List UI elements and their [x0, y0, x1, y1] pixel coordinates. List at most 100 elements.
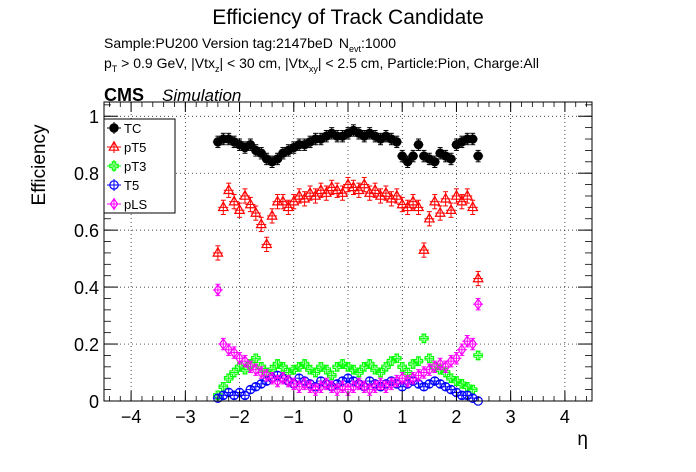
data-point-pt3: [240, 364, 250, 375]
data-point-pt5: [298, 192, 311, 203]
data-point-pt5: [331, 183, 343, 195]
data-point-pt5: [363, 186, 376, 197]
data-point-pt5: [407, 195, 419, 206]
data-point-pt5: [250, 206, 262, 217]
particle-charge-text: | < 2.5 cm, Particle:Pion, Charge:All: [318, 55, 539, 71]
data-point-pt3: [229, 367, 239, 378]
x-tick-label: 4: [560, 407, 570, 427]
data-point-pls: [462, 334, 472, 348]
data-point-pls: [473, 297, 483, 311]
data-point-pt5: [450, 189, 463, 200]
data-point-tc: [413, 140, 424, 150]
x-axis-label: η: [577, 429, 588, 450]
legend-label-tc: TC: [124, 121, 141, 136]
data-point-pt3: [413, 356, 424, 366]
data-point-pt5: [472, 272, 484, 283]
series-layer: [212, 124, 484, 406]
y-axis-label: Efficiency: [29, 124, 50, 205]
data-point-pls: [300, 377, 309, 391]
x-tick-label: −1: [284, 407, 305, 427]
data-point-tc: [430, 157, 440, 167]
data-point-pt5: [244, 198, 257, 209]
legend-label-pt3: pT3: [124, 159, 146, 174]
data-point-pt5: [369, 183, 381, 195]
data-point-pls: [224, 343, 234, 356]
data-point-pt5: [445, 203, 457, 215]
data-point-pt5: [320, 186, 333, 197]
y-tick-label: 0.6: [74, 221, 99, 241]
data-point-pt5: [439, 192, 452, 203]
data-point-pt3: [310, 367, 321, 378]
data-point-pt5: [260, 237, 273, 249]
data-point-pt5: [228, 195, 240, 206]
data-point-t5: [218, 390, 229, 401]
tick-layer: −4 −3 −2 −1 0 1 2 3 4 0 0.2 0.4 0.6 0.8 1: [74, 102, 592, 427]
data-point-pt3: [392, 353, 402, 364]
x-tick-label: −4: [121, 407, 142, 427]
data-point-pt3: [375, 367, 386, 378]
legend-marker-pls: [109, 197, 119, 211]
data-point-pt5: [266, 209, 278, 220]
data-point-pt3: [419, 333, 429, 344]
data-point-pt3: [473, 350, 483, 361]
data-point-pt5: [288, 195, 300, 206]
data-point-pt5: [401, 200, 414, 212]
y-tick-label: 0: [89, 392, 99, 412]
data-point-pls: [262, 369, 271, 382]
nevt-subscript: evt: [349, 44, 362, 54]
data-point-tc: [446, 154, 456, 164]
data-point-pls: [267, 371, 277, 385]
y-tick-label: 0.2: [74, 335, 99, 355]
data-point-pls: [354, 377, 364, 391]
sample-line: Sample:PU200 Version tag:2147beD Nevt:100…: [104, 35, 396, 54]
data-point-pt5: [326, 180, 338, 192]
data-point-pls: [235, 352, 244, 365]
vtxxy-subscript: xy: [309, 64, 319, 74]
data-point-pls: [468, 337, 478, 351]
data-point-pls: [213, 283, 223, 297]
data-point-pls: [256, 366, 266, 379]
data-point-pls: [251, 363, 261, 376]
data-point-pt5: [380, 186, 392, 197]
legend: TC pT5 pT3 T5 pLS: [103, 118, 176, 214]
pt-subscript: T: [112, 64, 118, 74]
data-point-pt5: [466, 200, 479, 212]
data-point-tc: [468, 134, 478, 144]
data-point-pt5: [347, 180, 360, 192]
data-point-pt5: [391, 189, 403, 200]
data-point-pt3: [402, 367, 413, 378]
data-point-t5: [440, 381, 451, 392]
data-point-pt5: [277, 195, 289, 206]
y-tick-label: 0.8: [74, 164, 99, 184]
simulation-label: Simulation: [162, 86, 241, 105]
x-tick-label: 1: [397, 407, 407, 427]
x-tick-label: 3: [506, 407, 516, 427]
data-point-t5: [424, 379, 435, 389]
x-tick-label: −2: [229, 407, 250, 427]
legend-label-pt5: pT5: [124, 140, 146, 155]
data-point-tc: [392, 137, 402, 147]
data-point-pt5: [396, 198, 408, 209]
data-point-pls: [457, 343, 467, 356]
data-point-pt3: [245, 359, 256, 369]
vtxz-subscript: z: [215, 64, 220, 74]
data-point-pt5: [315, 183, 327, 195]
data-point-pt5: [412, 200, 425, 212]
data-point-pt5: [233, 203, 246, 215]
data-point-t5: [467, 393, 478, 403]
data-point-pt5: [212, 246, 224, 257]
nevt-label: N: [339, 35, 349, 51]
data-point-pt5: [293, 189, 305, 200]
x-tick-label: 2: [451, 407, 461, 427]
legend-marker-pt5: [108, 140, 120, 151]
y-tick-label: 0.4: [74, 278, 99, 298]
legend-label-pls: pLS: [124, 197, 147, 212]
data-point-pls: [278, 371, 288, 385]
data-point-pt5: [456, 195, 468, 206]
data-point-t5: [256, 379, 267, 389]
data-point-tc: [408, 151, 418, 161]
data-point-pt5: [282, 200, 295, 212]
data-point-pls: [321, 377, 331, 391]
data-point-pls: [305, 380, 315, 394]
series-tc: [212, 124, 484, 168]
